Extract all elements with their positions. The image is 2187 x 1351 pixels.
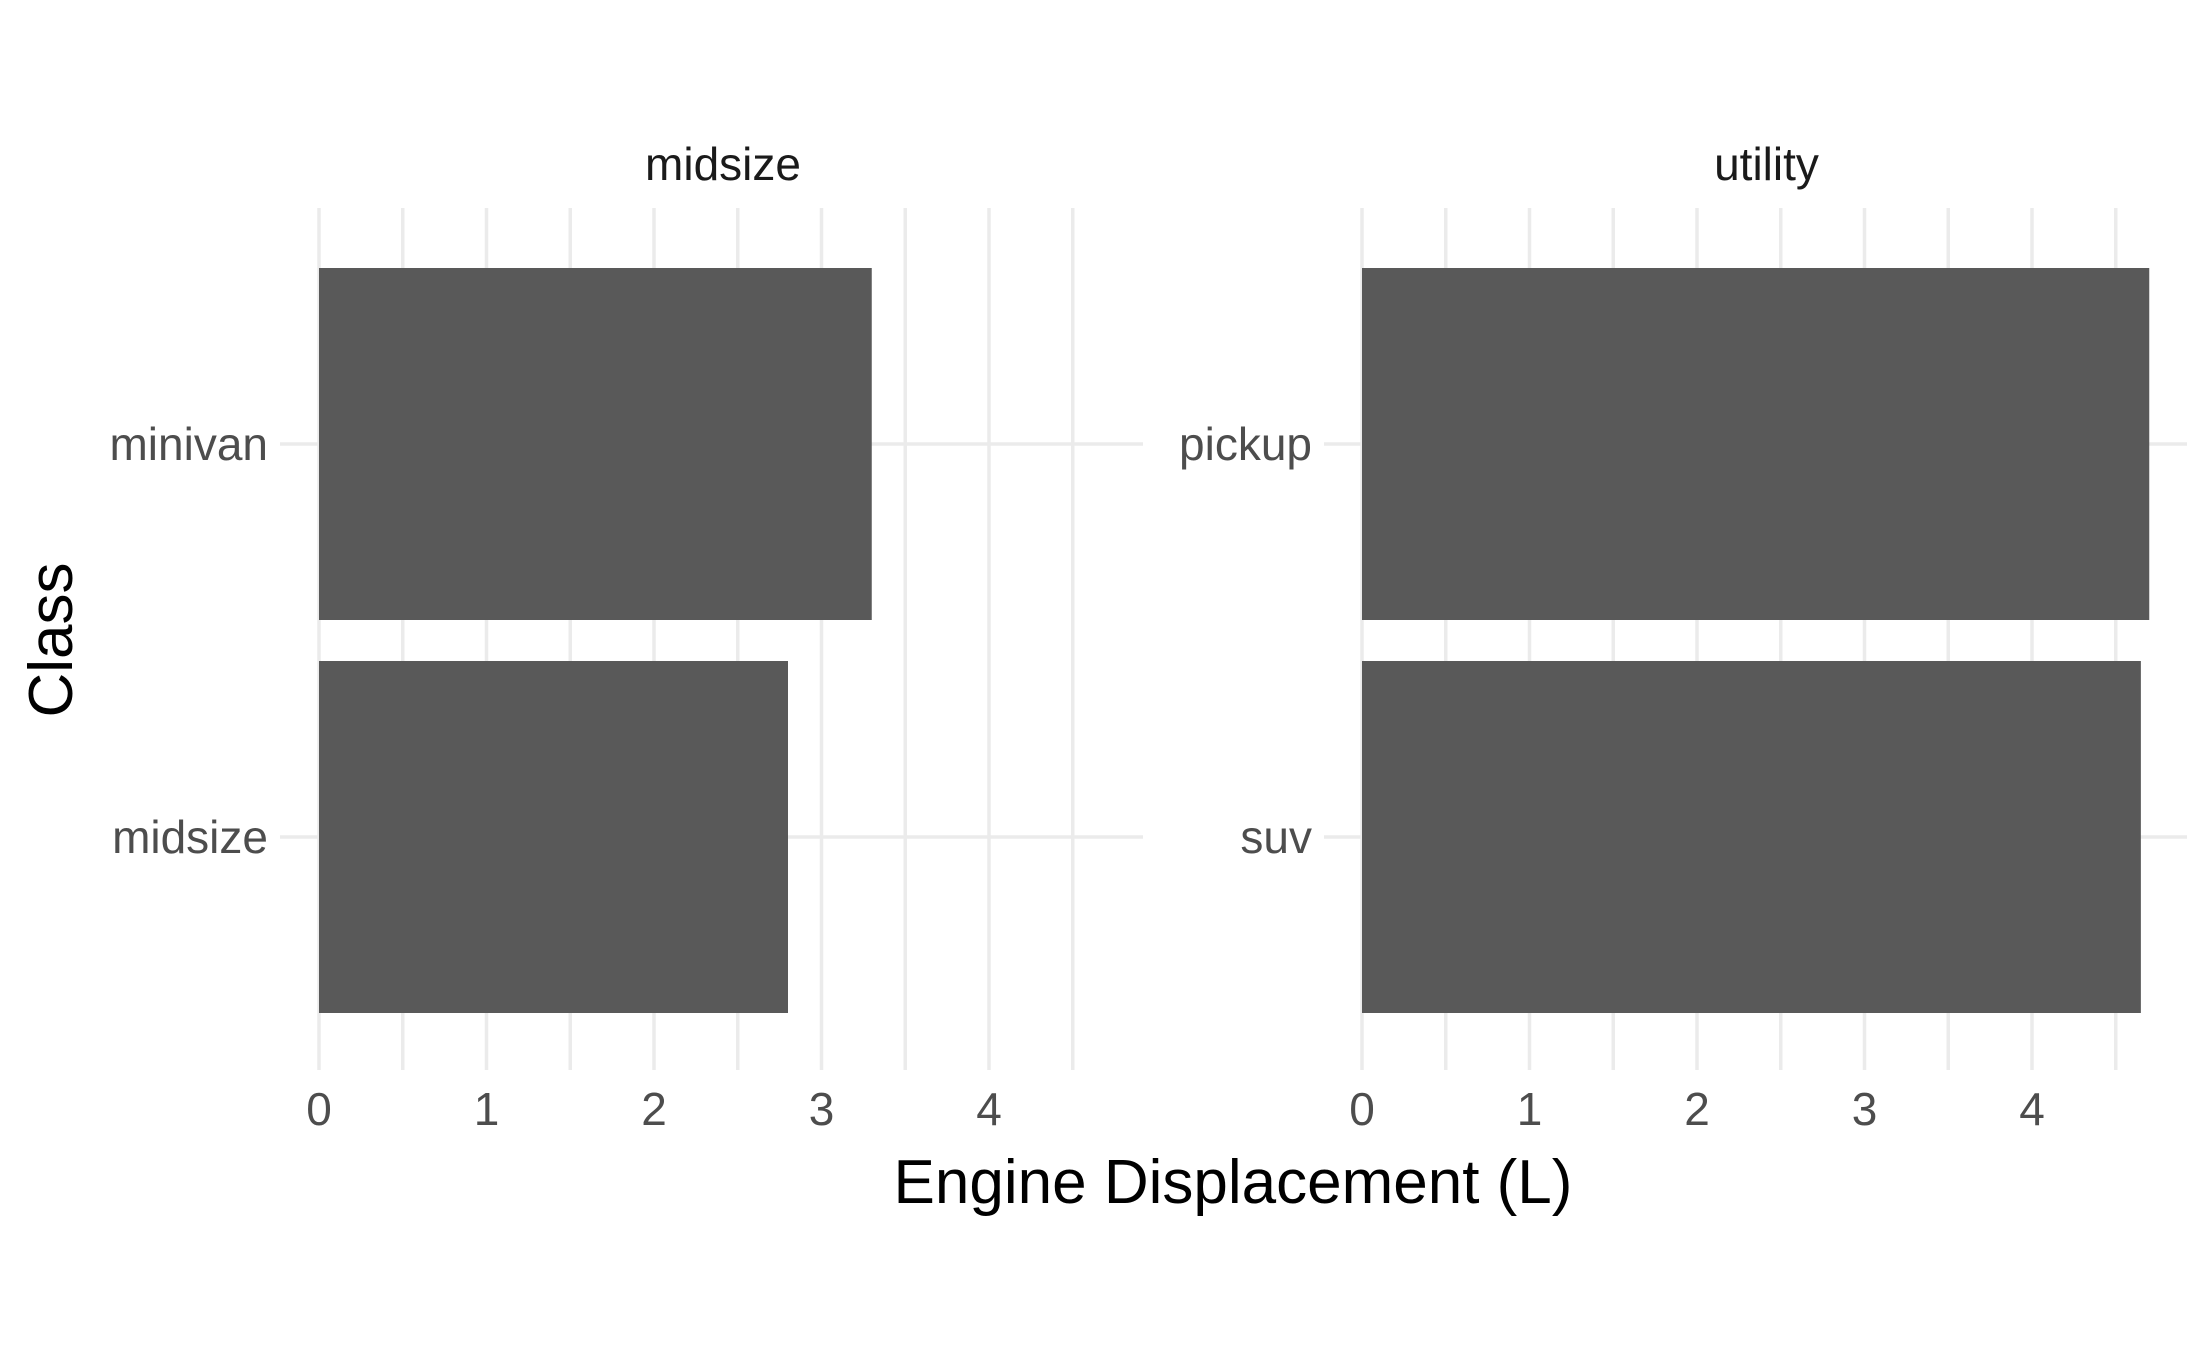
bar-midsize [319,661,788,1013]
x-tick-label: 1 [474,1083,500,1135]
y-tick-label: midsize [112,811,268,863]
x-tick-label: 4 [976,1083,1002,1135]
bar-minivan [319,268,872,620]
x-tick-label: 4 [2019,1083,2045,1135]
y-tick-label: minivan [109,418,268,470]
facet-strip-label: midsize [645,138,801,190]
facet-strip-label: utility [1714,138,1819,190]
y-tick-label: pickup [1179,418,1312,470]
x-tick-label: 0 [1349,1083,1375,1135]
x-tick-label: 2 [641,1083,667,1135]
chart-panels: minivan midsize 0 1 2 3 4 midsize pickup suv 0 1 2 3 4… [109,138,2187,1135]
y-axis-title: Class [17,562,86,717]
x-tick-label: 3 [809,1083,835,1135]
facet-panel-midsize: minivan midsize 0 1 2 3 4 midsize [109,138,1143,1135]
bar-suv [1362,661,2141,1013]
x-tick-label: 2 [1684,1083,1710,1135]
bar-pickup [1362,268,2150,620]
x-tick-label: 1 [1517,1083,1543,1135]
x-axis-title: Engine Displacement (L) [894,1148,1573,1217]
x-tick-label: 3 [1852,1083,1878,1135]
facet-panel-utility: pickup suv 0 1 2 3 4 utility [1179,138,2187,1135]
x-tick-label: 0 [306,1083,332,1135]
y-tick-label: suv [1240,811,1312,863]
